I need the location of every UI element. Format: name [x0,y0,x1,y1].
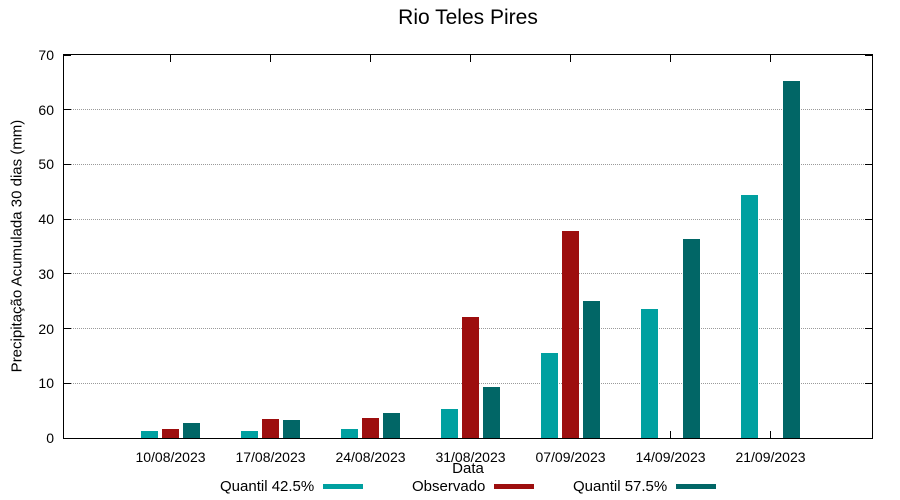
x-tick-bottom [770,431,771,438]
y-tick-label: 30 [38,265,54,282]
x-tick-label: 14/09/2023 [635,449,706,465]
x-tick-label: 31/08/2023 [435,449,506,465]
bar [283,419,300,438]
x-tick-top [370,55,371,62]
legend-label: Quantil 42.5% [220,477,315,495]
bar [141,431,158,438]
chart-title: Rio Teles Pires [398,6,538,29]
y-tick-left [64,54,71,56]
bar [741,195,758,438]
legend-item: Observado [412,477,535,495]
bar [683,239,700,438]
legend-swatch [323,483,364,489]
y-tick-label: 40 [38,211,54,228]
y-tick-label: 50 [38,156,54,173]
gridline [64,218,872,220]
x-tick-label: 07/09/2023 [535,449,606,465]
y-tick-left [64,382,71,384]
y-tick-label: 20 [38,320,54,337]
x-tick-label: 17/08/2023 [235,449,306,465]
legend-item: Quantil 42.5% [220,477,364,495]
legend-swatch [676,483,717,489]
bar [362,417,379,438]
bar [262,418,279,438]
x-tick-top [770,55,771,62]
gridline [64,109,872,111]
y-tick-right [865,218,872,220]
y-tick-left [64,109,71,111]
y-tick-right [865,328,872,330]
bar [583,301,600,438]
gridline [64,273,872,275]
bar [383,413,400,438]
y-tick-label: 60 [38,101,54,118]
y-tick-right [865,163,872,165]
bar [783,80,800,438]
bar [462,316,479,438]
legend-label: Observado [412,477,486,495]
x-axis-label: Data [452,460,484,477]
y-tick-right [865,273,872,275]
bar [441,409,458,438]
bar [241,430,258,438]
y-tick-left [64,273,71,275]
bar [541,352,558,438]
y-tick-label: 70 [38,47,54,63]
bar [641,309,658,438]
y-tick-left [64,437,71,439]
x-tick-bottom [670,431,671,438]
legend-swatch [494,483,535,489]
x-tick-label: 24/08/2023 [335,449,406,465]
plot-area [63,54,873,439]
y-tick-right [865,109,872,111]
y-tick-left [64,163,71,165]
bar [562,230,579,438]
x-tick-top [470,55,471,62]
y-tick-left [64,328,71,330]
bar [183,423,200,438]
legend-item: Quantil 57.5% [573,477,717,495]
x-tick-top [270,55,271,62]
x-tick-top [170,55,171,62]
y-tick-label: 10 [38,375,54,392]
y-tick-right [865,437,872,439]
bar [162,429,179,438]
bar [341,428,358,438]
y-tick-right [865,382,872,384]
y-tick-label: 0 [46,430,54,446]
bar [483,387,500,438]
y-tick-right [865,54,872,56]
x-tick-top [670,55,671,62]
x-tick-label: 21/09/2023 [735,449,806,465]
y-tick-left [64,218,71,220]
gridline [64,163,872,165]
x-tick-label: 10/08/2023 [135,449,206,465]
x-tick-top [570,55,571,62]
legend-label: Quantil 57.5% [573,477,668,495]
